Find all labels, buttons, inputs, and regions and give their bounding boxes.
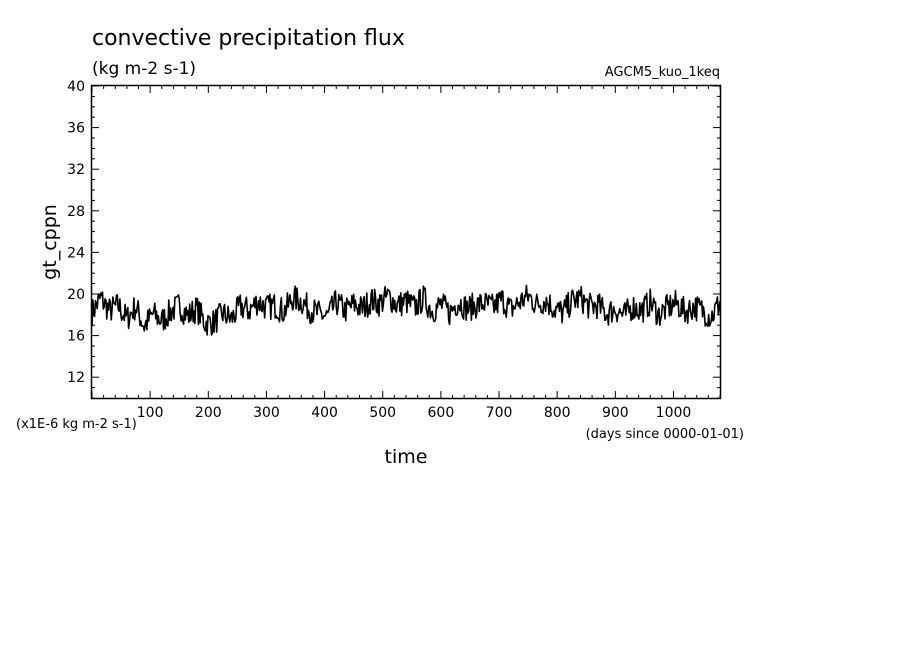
- units-label: (kg m-2 s-1): [92, 59, 196, 79]
- x-tick-label: 200: [195, 405, 222, 421]
- x-axis: 100 200 300 400 500 600 700 800 900 1000: [91, 86, 721, 421]
- y-axis: 12 16 20 24 28 32 36 40: [67, 79, 720, 399]
- x-tick-label: 1000: [656, 405, 692, 421]
- x-tick-label: 300: [253, 405, 280, 421]
- chart-title: convective precipitation flux: [92, 26, 405, 51]
- experiment-label: AGCM5_kuo_1keq: [605, 65, 720, 80]
- y-tick-label: 36: [67, 121, 85, 137]
- x-tick-label: 800: [544, 405, 571, 421]
- y-tick-label: 32: [67, 162, 85, 178]
- x-tick-label: 900: [602, 405, 629, 421]
- y-tick-label: 16: [67, 329, 85, 345]
- x-tick-label: 700: [486, 405, 513, 421]
- x-axis-label: time: [385, 446, 428, 468]
- y-tick-label: 24: [67, 245, 85, 261]
- y-scale-note: (x1E-6 kg m-2 s-1): [16, 417, 137, 432]
- series-line: [91, 284, 721, 336]
- x-tick-label: 600: [428, 405, 455, 421]
- x-tick-label: 500: [369, 405, 396, 421]
- y-tick-label: 12: [67, 370, 85, 386]
- x-tick-label: 100: [137, 405, 164, 421]
- x-tick-label: 400: [311, 405, 338, 421]
- plot-frame: [90, 84, 722, 400]
- y-axis-label: gt_cppn: [39, 204, 61, 280]
- y-tick-label: 40: [67, 79, 85, 95]
- x-units-note: (days since 0000-01-01): [586, 427, 744, 442]
- y-tick-label: 20: [67, 287, 85, 303]
- y-tick-label: 28: [67, 204, 85, 220]
